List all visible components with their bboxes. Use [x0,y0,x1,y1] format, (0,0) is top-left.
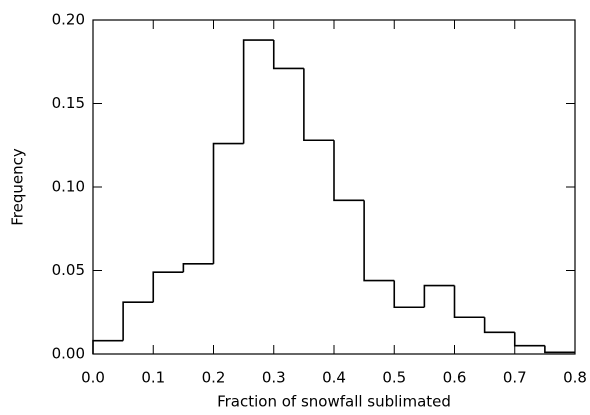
histogram-bar [453,285,485,319]
x-tick-label: 0.5 [382,369,406,387]
x-tick-label: 0.0 [81,369,105,387]
y-tick-label: 0.00 [52,345,85,363]
histogram-bar [212,142,244,264]
histogram-bar [272,40,304,70]
histogram-bar [363,200,395,282]
histogram-bar [333,140,365,202]
x-tick-label: 0.3 [262,369,286,387]
y-tick-label: 0.20 [52,11,85,29]
x-tick-label: 0.8 [563,369,587,387]
histogram-bar [393,280,425,309]
histogram-bar [513,332,545,347]
histogram-bar [303,68,334,142]
y-tick-label: 0.15 [52,94,85,112]
histogram-bar [242,39,274,144]
y-axis-label: Frequency [9,148,27,226]
histogram-bar [483,317,515,334]
y-tick-label: 0.05 [52,261,85,279]
x-tick-label: 0.6 [443,369,467,387]
x-axis-label: Fraction of snowfall sublimated [217,393,451,411]
histogram-bar [122,301,154,341]
x-tick-label: 0.2 [202,369,226,387]
histogram-bar [544,345,575,354]
histogram-bar [423,284,455,308]
histogram-bar [92,339,124,354]
x-tick-label: 0.7 [503,369,527,387]
x-tick-label: 0.1 [141,369,165,387]
y-tick-label: 0.10 [52,178,85,196]
histogram-bar [182,263,214,273]
histogram-bar [152,271,184,303]
x-tick-label: 0.4 [322,369,346,387]
